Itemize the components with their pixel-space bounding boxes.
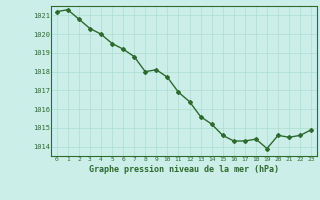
X-axis label: Graphe pression niveau de la mer (hPa): Graphe pression niveau de la mer (hPa) xyxy=(89,165,279,174)
